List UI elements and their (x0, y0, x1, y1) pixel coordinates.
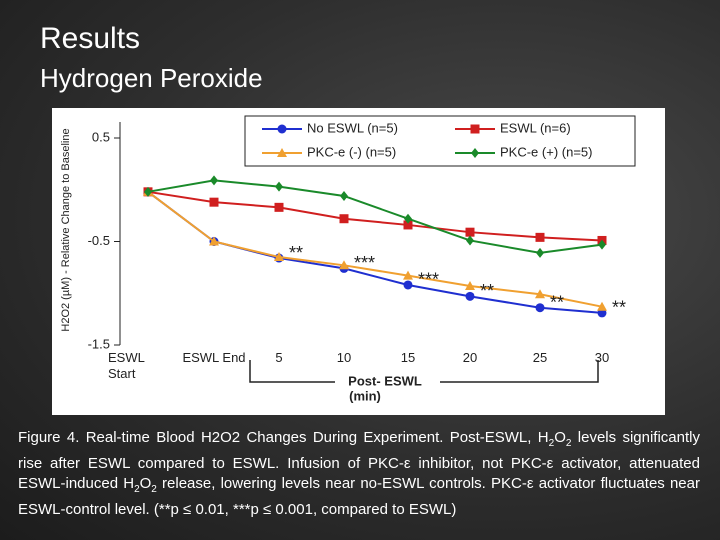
caption-text: O (554, 429, 566, 446)
caption-text: levels significantly rise after ESWL com… (18, 429, 700, 492)
point (209, 236, 219, 246)
legend-marker (471, 148, 479, 158)
x-tick-label: ESWL End (182, 350, 246, 365)
point (535, 232, 545, 242)
point (275, 181, 283, 192)
y-axis-label: H2O2 (µM) - Relative Change to Baseline (60, 128, 72, 331)
point (210, 175, 218, 186)
point (465, 291, 475, 301)
point (209, 197, 219, 207)
series-line (147, 191, 603, 308)
caption-text: Figure 4. Real-time Blood H2O2 Changes D… (18, 429, 549, 446)
x-tick-label: 5 (275, 350, 283, 365)
slide-title: Results (40, 22, 140, 55)
point (465, 281, 475, 291)
significance-label: ** (289, 243, 303, 263)
significance-label: ** (612, 298, 626, 318)
bracket (249, 360, 599, 383)
x-tick-label: 15 (400, 350, 416, 365)
legend (244, 115, 636, 167)
point (535, 289, 545, 299)
x-tick-label: 20 (462, 350, 478, 365)
x-group-label: Post- ESWL (348, 373, 422, 388)
significance-label: ** (480, 281, 494, 301)
legend-marker (277, 124, 287, 134)
point (340, 190, 348, 201)
caption-text: 2 (548, 438, 555, 449)
point (339, 260, 349, 270)
x-tick-label: 10 (336, 350, 352, 365)
caption-text: 2 (151, 484, 157, 495)
point (339, 214, 349, 224)
y-tick-label: -0.5 (88, 233, 110, 248)
legend-label: PKC-e (+) (n=5) (500, 144, 592, 159)
slide-subtitle: Hydrogen Peroxide (40, 63, 263, 93)
legend-marker (277, 148, 287, 157)
y-tick-label: -1.5 (88, 336, 110, 351)
point (403, 220, 413, 230)
point (466, 235, 474, 246)
point (404, 213, 412, 224)
point (597, 301, 607, 311)
legend-marker (470, 124, 480, 134)
point (465, 227, 475, 237)
point (403, 280, 413, 290)
caption-text: release, lowering levels near no-ESWL co… (18, 475, 700, 518)
legend-label: ESWL (n=6) (500, 120, 571, 135)
y-tick-label: 0.5 (92, 129, 110, 144)
point (536, 247, 544, 258)
point (403, 270, 413, 280)
caption: Figure 4. Real-time Blood H2O2 Changes D… (18, 428, 700, 520)
legend-label: PKC-e (-) (n=5) (307, 144, 396, 159)
caption-text: 2 (134, 484, 140, 495)
legend-label: No ESWL (n=5) (307, 120, 398, 135)
point (144, 186, 152, 197)
caption-text: O (139, 475, 152, 492)
series-line (147, 190, 603, 242)
point (274, 202, 284, 212)
x-group-unit: (min) (349, 388, 381, 403)
x-tick-label: 25 (532, 350, 548, 365)
x-tick-label: 30 (594, 350, 610, 365)
point (598, 239, 606, 250)
caption-text: 2 (565, 438, 572, 449)
significance-label: *** (354, 253, 375, 273)
point (535, 303, 545, 313)
point (274, 252, 284, 262)
x-tick-label: ESWL Start (108, 350, 145, 381)
significance-label: ** (550, 292, 564, 312)
significance-label: *** (418, 270, 439, 290)
series-line (147, 179, 603, 254)
